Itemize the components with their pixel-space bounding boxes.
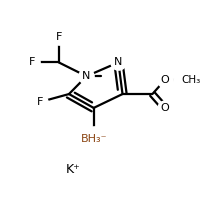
Text: K⁺: K⁺	[66, 163, 81, 176]
Text: F: F	[29, 57, 35, 67]
Text: O: O	[160, 75, 169, 85]
Text: N: N	[82, 71, 91, 81]
Text: F: F	[55, 32, 62, 42]
Text: N: N	[114, 57, 123, 67]
Text: O: O	[160, 103, 169, 113]
Text: F: F	[37, 97, 43, 107]
Text: BH₃⁻: BH₃⁻	[80, 134, 107, 144]
Text: CH₃: CH₃	[181, 75, 200, 85]
